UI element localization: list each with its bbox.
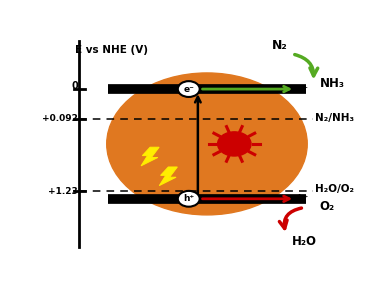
- Circle shape: [178, 81, 200, 97]
- Text: O₂: O₂: [319, 200, 334, 213]
- Ellipse shape: [107, 73, 307, 215]
- Text: e⁻: e⁻: [297, 85, 308, 93]
- Circle shape: [218, 132, 251, 156]
- Text: N₂/NH₃: N₂/NH₃: [315, 113, 354, 123]
- FancyArrowPatch shape: [295, 55, 318, 76]
- Polygon shape: [159, 167, 177, 186]
- Polygon shape: [141, 147, 159, 166]
- Circle shape: [178, 191, 200, 207]
- Text: H₂O/O₂: H₂O/O₂: [315, 184, 354, 194]
- Text: h⁺: h⁺: [183, 194, 194, 203]
- Text: E vs NHE (V): E vs NHE (V): [75, 45, 148, 55]
- Text: +0.092: +0.092: [42, 114, 78, 123]
- Text: N₂: N₂: [272, 39, 288, 52]
- FancyArrowPatch shape: [279, 208, 301, 229]
- Text: +1.23: +1.23: [48, 187, 78, 196]
- Text: H₂O: H₂O: [292, 235, 317, 248]
- Text: h⁺: h⁺: [297, 194, 308, 203]
- Text: 0: 0: [71, 81, 78, 91]
- Text: e⁻: e⁻: [183, 85, 194, 93]
- Text: NH₃: NH₃: [319, 77, 345, 90]
